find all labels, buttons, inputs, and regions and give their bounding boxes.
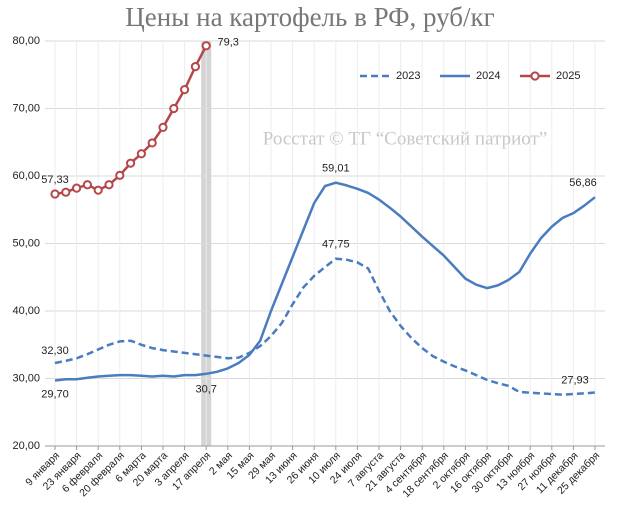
point-marker — [201, 41, 211, 51]
data-label: 30,7 — [195, 384, 216, 396]
data-label: 79,3 — [217, 37, 238, 49]
data-label: 59,01 — [322, 163, 350, 175]
point-marker — [61, 187, 71, 197]
point-marker — [126, 158, 136, 168]
point-marker — [190, 62, 200, 72]
point-marker — [180, 85, 190, 95]
legend-label: 2023 — [396, 70, 420, 82]
data-label: 27,93 — [561, 374, 589, 386]
y-tick-label: 40,00 — [12, 305, 40, 317]
y-tick-label: 50,00 — [12, 237, 40, 249]
y-tick-label: 70,00 — [12, 102, 40, 114]
line-0 — [54, 257, 596, 396]
point-marker — [147, 138, 157, 148]
y-tick-label: 60,00 — [12, 170, 40, 182]
y-tick-label: 30,00 — [12, 372, 40, 384]
point-marker — [169, 103, 179, 114]
chart-title: Цены на картофель в РФ, руб/кг — [125, 2, 494, 32]
point-marker — [136, 149, 146, 159]
data-label: 29,70 — [41, 388, 69, 400]
watermark: Росстат © ТГ “Советский патриот” — [263, 128, 547, 149]
line-1 — [54, 181, 596, 382]
point-marker — [93, 185, 103, 195]
point-marker — [82, 180, 93, 190]
y-tick-label: 20,00 — [12, 440, 40, 452]
legend-label: 2025 — [556, 70, 580, 82]
data-label: 57,33 — [41, 174, 69, 186]
data-label: 56,86 — [569, 177, 597, 189]
point-marker — [115, 170, 125, 180]
point-marker — [158, 122, 168, 133]
legend-marker — [530, 71, 540, 81]
point-marker — [104, 180, 114, 190]
data-label: 47,75 — [322, 239, 350, 251]
point-marker — [50, 189, 60, 199]
legend-label: 2024 — [476, 70, 500, 82]
data-label: 32,30 — [41, 345, 69, 357]
y-tick-label: 80,00 — [12, 35, 40, 47]
point-marker — [72, 183, 82, 193]
